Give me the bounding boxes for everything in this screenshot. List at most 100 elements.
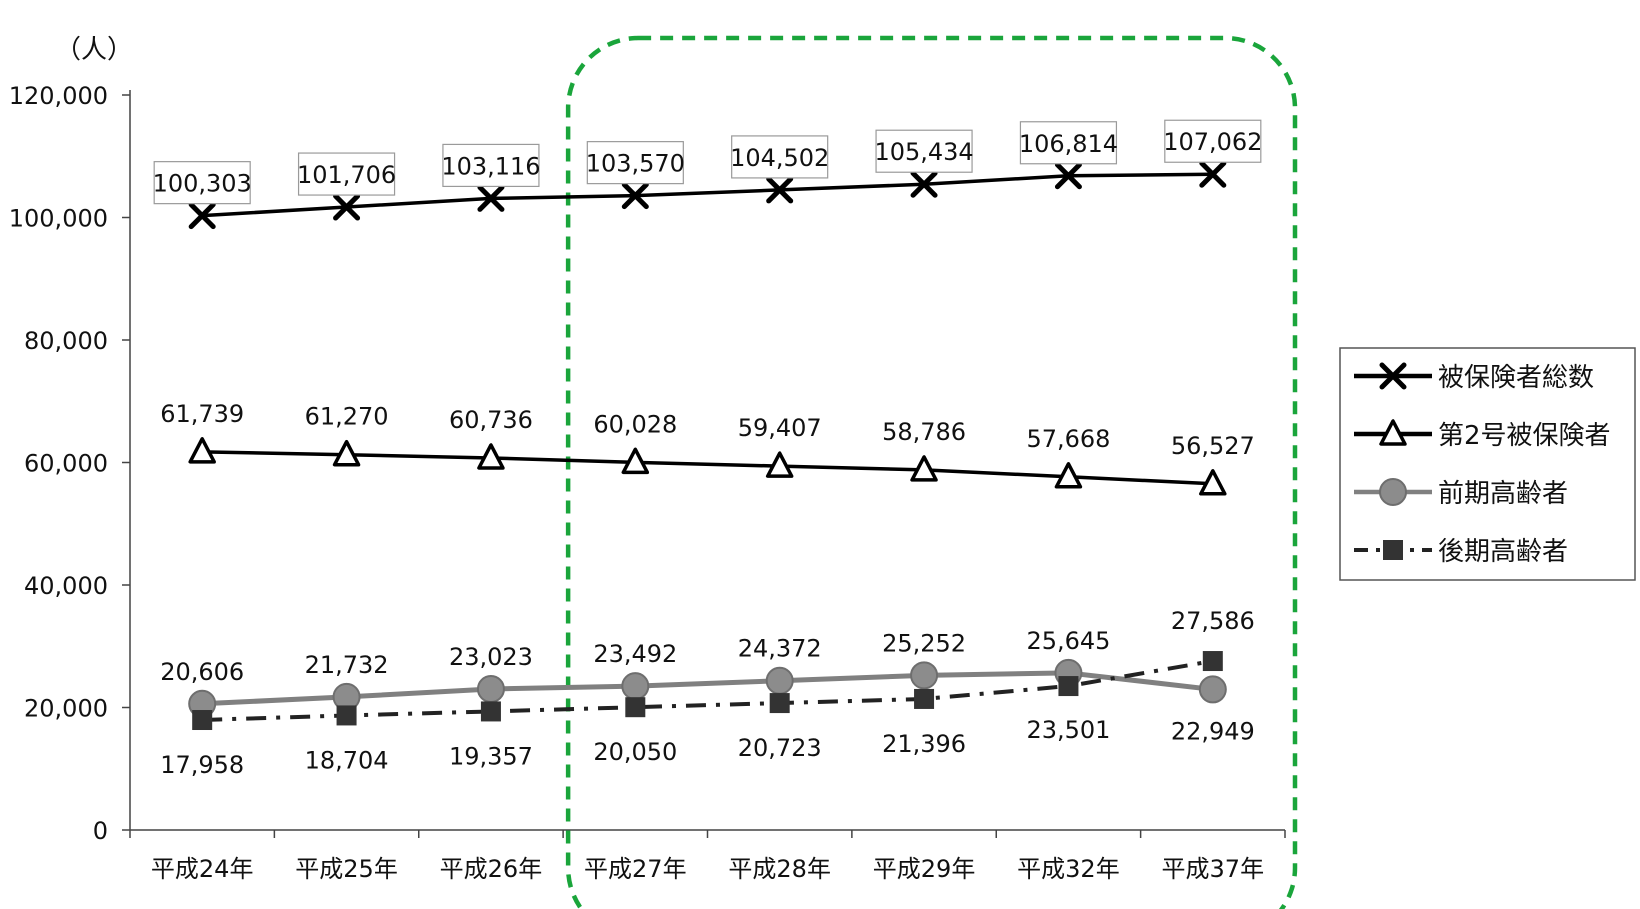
series-line <box>202 659 1214 723</box>
data-label-box <box>875 129 973 173</box>
data-label: 21,732 <box>305 651 389 679</box>
x-tick-label: 平成28年 <box>728 855 831 883</box>
data-label: 103,570 <box>586 150 685 178</box>
point-marker <box>769 693 790 714</box>
x-tick-label: 平成26年 <box>440 855 543 883</box>
data-label: 21,396 <box>882 730 966 758</box>
y-tick-label: 0 <box>93 817 108 845</box>
legend-label: 第2号被保険者 <box>1438 421 1611 451</box>
data-label: 59,407 <box>738 414 822 442</box>
point-marker <box>625 697 646 718</box>
point-marker <box>477 184 505 212</box>
legend-item: 後期高齢者 <box>1354 537 1568 567</box>
y-tick-label: 20,000 <box>24 695 108 723</box>
legend-item: 前期高齢者 <box>1354 478 1568 509</box>
data-label: 17,958 <box>160 751 244 779</box>
point-marker <box>765 666 794 695</box>
data-label: 61,739 <box>160 400 244 428</box>
point-marker <box>621 672 650 701</box>
data-label: 23,501 <box>1026 716 1110 744</box>
point-marker <box>1058 676 1079 697</box>
data-label: 19,357 <box>449 742 533 770</box>
point-marker <box>480 701 501 722</box>
series-line <box>202 172 1213 218</box>
series-line <box>202 450 1213 486</box>
data-label: 60,028 <box>593 410 677 438</box>
data-label: 18,704 <box>305 746 389 774</box>
point-marker <box>1379 362 1407 390</box>
data-label: 104,502 <box>730 144 829 172</box>
series-line <box>202 670 1214 707</box>
legend-item: 第2号被保険者 <box>1354 419 1611 451</box>
data-label: 105,434 <box>874 138 973 166</box>
legend-label: 前期高齢者 <box>1438 479 1568 509</box>
point-marker <box>1198 675 1227 704</box>
data-label: 61,270 <box>305 403 389 431</box>
point-marker <box>333 193 361 221</box>
data-label: 57,668 <box>1026 425 1110 453</box>
data-label: 25,645 <box>1026 627 1110 655</box>
x-tick-label: 平成37年 <box>1162 855 1265 883</box>
x-tick-label: 平成27年 <box>584 855 687 883</box>
data-label: 20,606 <box>160 658 244 686</box>
series-1 <box>188 437 1227 496</box>
data-label-box <box>442 143 540 188</box>
data-label: 20,723 <box>738 734 822 762</box>
highlight-region <box>565 35 1298 909</box>
point-marker <box>336 705 357 726</box>
data-label-box <box>731 135 829 179</box>
point-marker <box>1383 540 1403 560</box>
data-label: 23,492 <box>593 640 677 668</box>
data-label-box <box>153 161 251 205</box>
point-marker <box>1199 160 1227 188</box>
data-label: 100,303 <box>153 170 252 198</box>
y-tick-label: 100,000 <box>9 205 108 233</box>
point-marker <box>1202 651 1223 672</box>
point-marker <box>910 661 939 690</box>
series-3 <box>192 651 1223 731</box>
point-marker <box>766 176 794 204</box>
x-tick-label: 平成32年 <box>1017 855 1120 883</box>
y-tick-label: 60,000 <box>24 450 108 478</box>
legend-item: 被保険者総数 <box>1354 362 1594 393</box>
point-marker <box>621 447 650 475</box>
point-marker <box>188 202 216 230</box>
point-marker <box>1199 469 1227 496</box>
axes: 0 20,000 40,000 60,000 80,000 100,000 120,000 平… <box>9 82 1286 883</box>
data-label: 23,023 <box>449 643 533 671</box>
data-label-box <box>1164 119 1262 163</box>
data-labels: 100,303 101,706 103,116 103,570 104,502 105,4… <box>153 119 1262 779</box>
point-marker <box>1379 419 1407 446</box>
data-label-box <box>1019 121 1118 165</box>
point-marker <box>1379 478 1407 506</box>
data-label: 58,786 <box>882 418 966 446</box>
legend-label: 後期高齢者 <box>1438 537 1568 567</box>
x-tick-label: 平成29年 <box>873 855 976 883</box>
y-tick-label: 40,000 <box>24 572 108 600</box>
data-label: 60,736 <box>449 406 533 434</box>
point-marker <box>910 170 938 198</box>
data-label-box <box>297 152 396 196</box>
data-label: 106,814 <box>1019 130 1118 158</box>
y-tick-label: 80,000 <box>24 327 108 355</box>
point-marker <box>188 437 216 464</box>
data-label: 56,527 <box>1171 432 1255 460</box>
x-tick-label: 平成24年 <box>151 855 254 883</box>
point-marker <box>477 443 505 470</box>
data-label: 27,586 <box>1171 607 1255 635</box>
point-marker <box>1054 162 1082 190</box>
point-marker <box>621 182 649 210</box>
data-label: 103,116 <box>441 152 540 180</box>
data-label: 25,252 <box>882 629 966 657</box>
data-label: 22,949 <box>1171 717 1255 745</box>
point-marker <box>192 710 213 731</box>
point-marker <box>914 688 935 709</box>
data-label: 101,706 <box>297 161 396 189</box>
y-tick-label: 120,000 <box>9 82 108 110</box>
point-marker <box>476 674 505 703</box>
data-label: 20,050 <box>593 738 677 766</box>
point-marker <box>765 451 794 478</box>
legend-label: 被保険者総数 <box>1438 363 1594 393</box>
point-marker <box>1054 462 1083 489</box>
